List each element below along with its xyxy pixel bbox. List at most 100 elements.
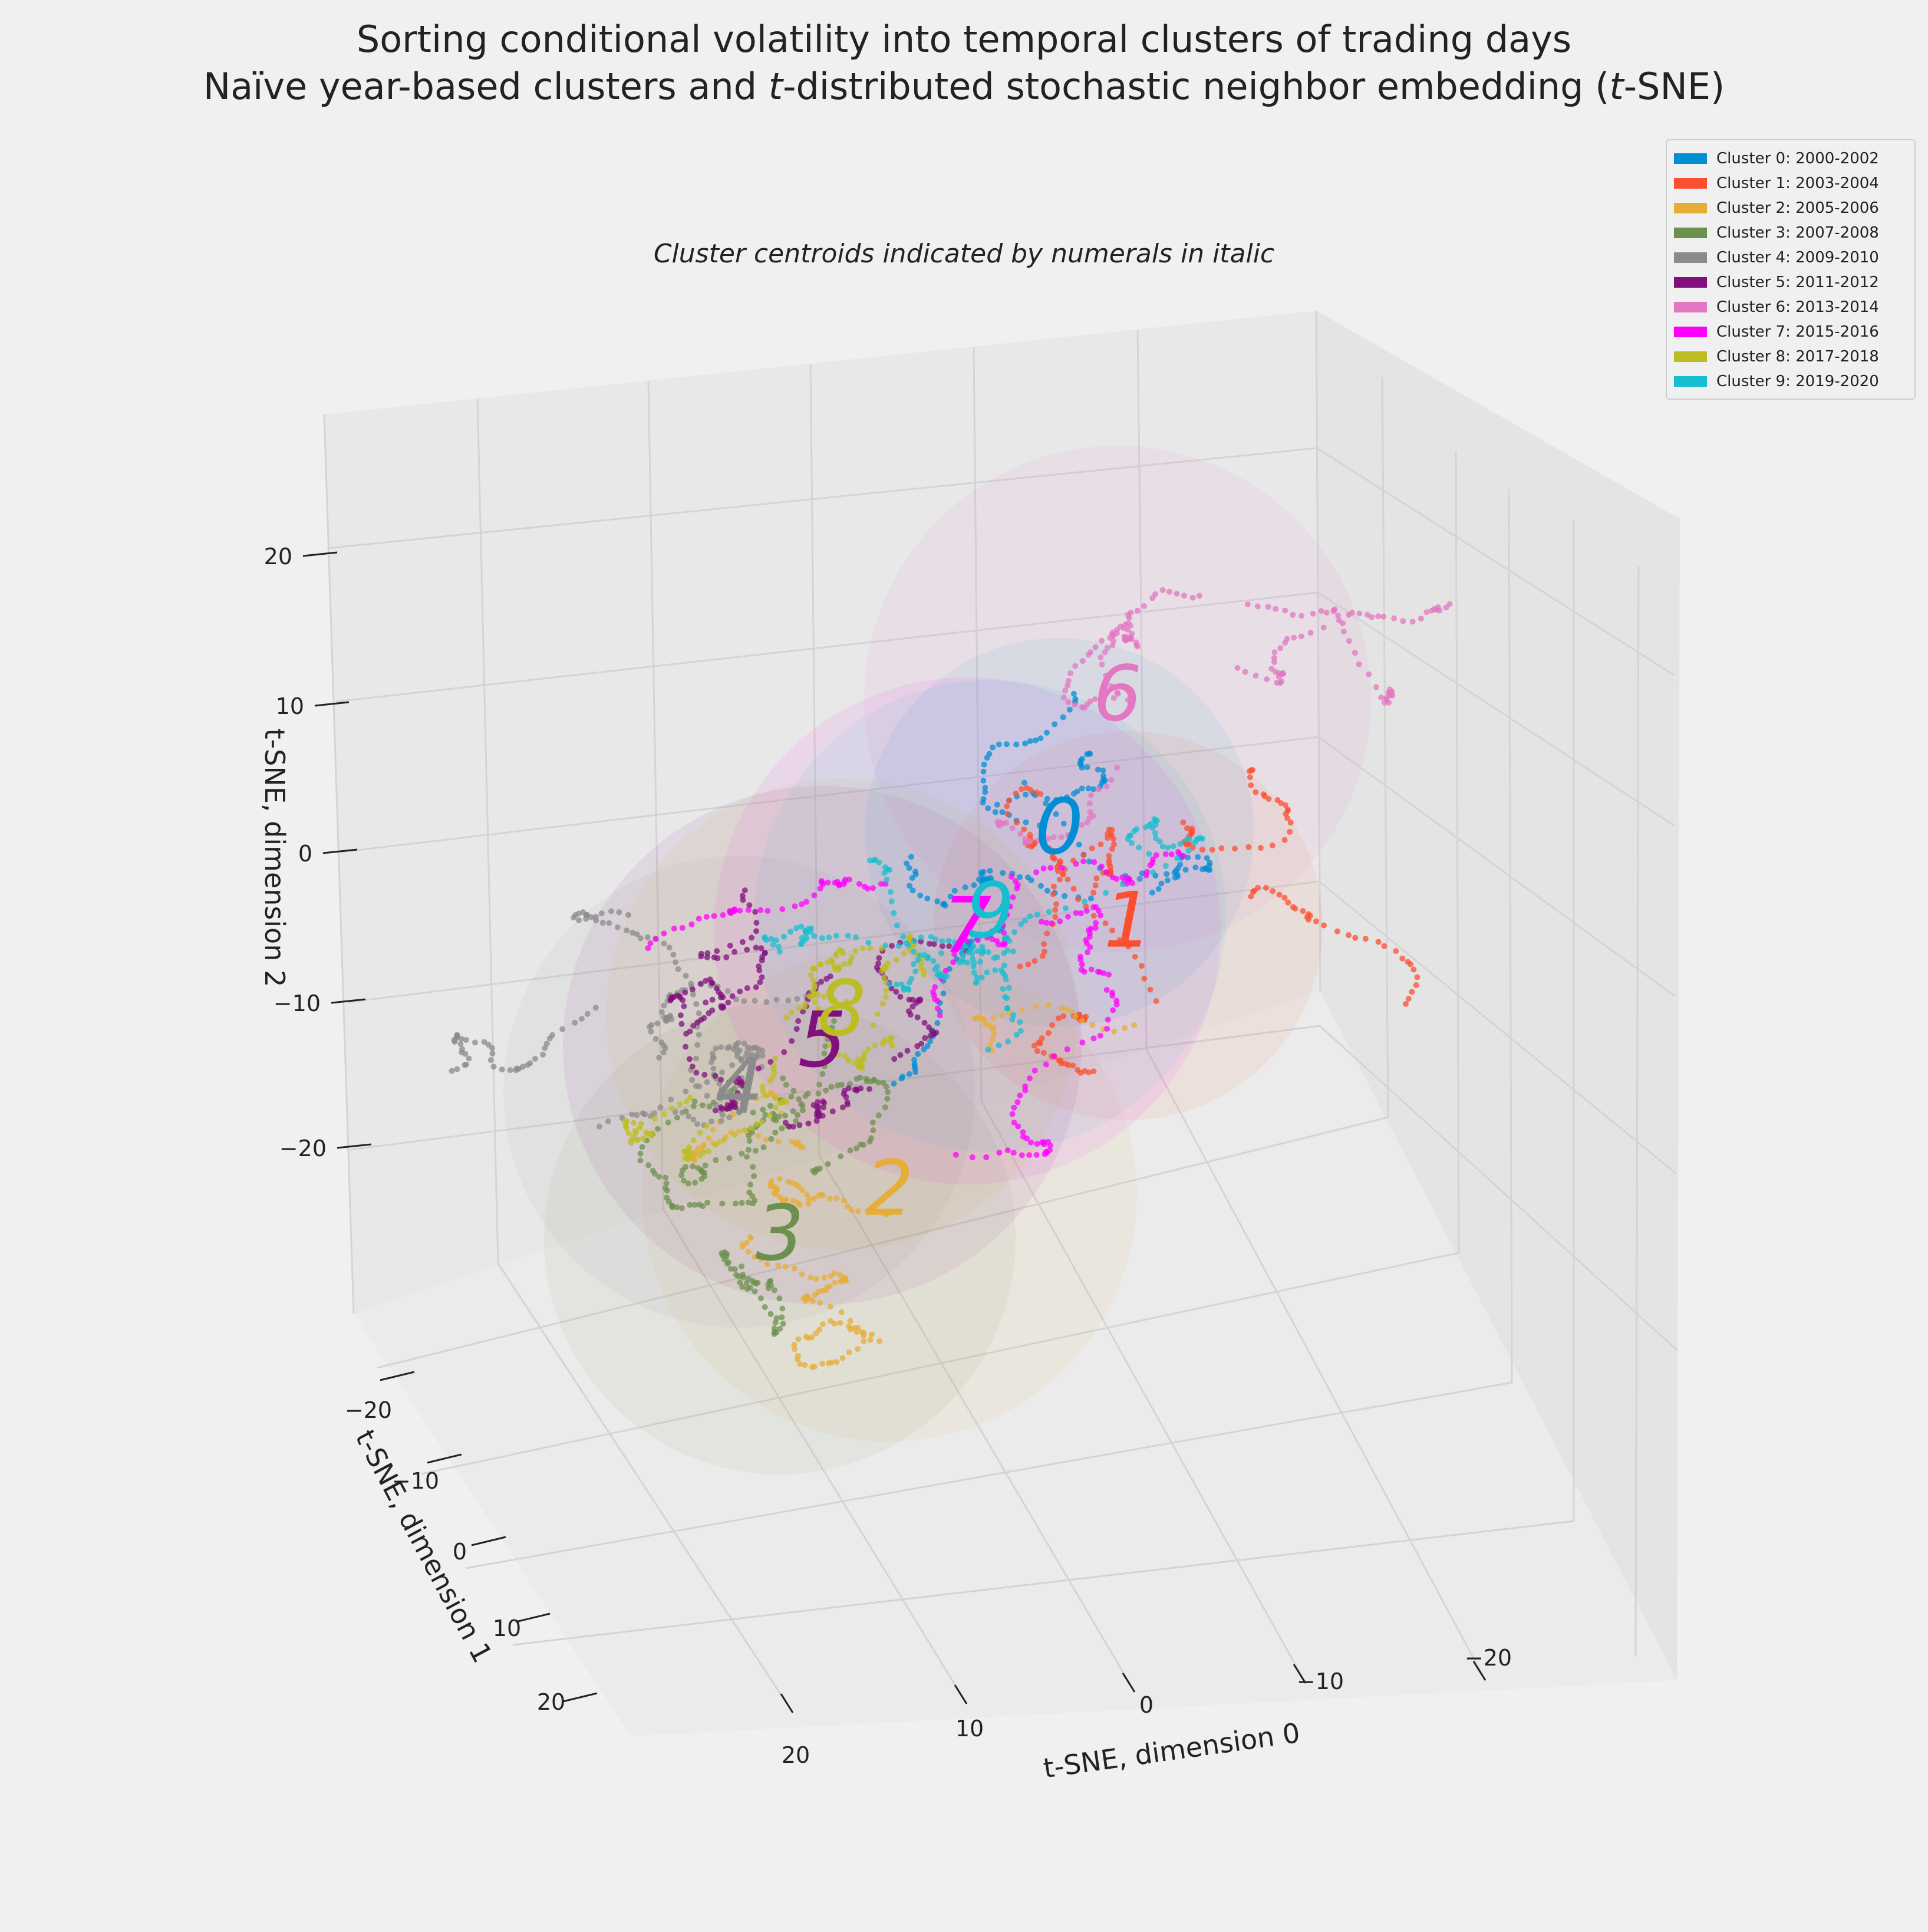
- point-cluster-7: [1047, 1142, 1054, 1148]
- point-cluster-7: [974, 937, 981, 943]
- back-pane: [324, 311, 1320, 1314]
- point-cluster-5: [680, 997, 686, 1003]
- legend-label: Cluster 3: 2007-2008: [1716, 224, 1879, 242]
- point-cluster-2: [819, 1360, 826, 1367]
- point-cluster-5: [690, 1022, 697, 1029]
- point-cluster-3: [691, 1098, 698, 1105]
- point-cluster-8: [842, 960, 848, 967]
- point-cluster-7: [737, 907, 743, 914]
- point-cluster-3: [790, 1088, 797, 1094]
- point-cluster-2: [1079, 1018, 1085, 1024]
- point-cluster-6: [1378, 695, 1385, 700]
- point-cluster-2: [839, 1355, 846, 1361]
- point-cluster-3: [882, 1104, 888, 1111]
- point-cluster-0: [1192, 864, 1199, 871]
- point-cluster-9: [888, 888, 894, 895]
- point-cluster-6: [1079, 704, 1085, 710]
- point-cluster-0: [1023, 819, 1029, 825]
- point-cluster-9: [1001, 962, 1007, 969]
- point-cluster-7: [1033, 869, 1040, 876]
- grid-line-back-v: [1136, 330, 1148, 1050]
- grid-line-side-v: [1381, 377, 1389, 1118]
- point-cluster-8: [827, 1034, 833, 1041]
- point-cluster-6: [1134, 607, 1141, 614]
- legend-label: Cluster 0: 2000-2002: [1716, 150, 1879, 167]
- point-cluster-8: [829, 959, 836, 966]
- point-cluster-6: [1050, 834, 1057, 840]
- point-cluster-6: [1141, 603, 1147, 609]
- point-cluster-6: [1072, 663, 1079, 669]
- point-cluster-4: [739, 1065, 745, 1071]
- point-cluster-4: [685, 1113, 691, 1120]
- point-cluster-2: [763, 1136, 769, 1143]
- point-cluster-4: [670, 952, 677, 958]
- point-cluster-9: [1156, 838, 1163, 845]
- point-cluster-6: [1079, 658, 1086, 664]
- point-cluster-7: [1033, 1151, 1040, 1158]
- point-cluster-4: [644, 934, 651, 940]
- point-cluster-1: [1300, 908, 1306, 914]
- point-cluster-3: [847, 1147, 853, 1154]
- point-cluster-4: [608, 908, 614, 914]
- legend-label: Cluster 1: 2003-2004: [1716, 175, 1879, 192]
- point-cluster-9: [985, 1046, 991, 1053]
- point-cluster-9: [970, 943, 977, 950]
- point-cluster-1: [1098, 841, 1104, 848]
- grid-line-back-h: [341, 736, 1319, 853]
- point-cluster-6: [1092, 644, 1099, 650]
- point-cluster-3: [669, 1203, 675, 1209]
- point-cluster-2: [837, 1319, 843, 1326]
- point-cluster-8: [753, 1121, 760, 1127]
- point-cluster-0: [1062, 893, 1068, 899]
- point-cluster-4: [543, 1041, 550, 1047]
- point-cluster-0: [1044, 795, 1050, 802]
- chart-title-line-2: Naïve year-based clusters and t-distribu…: [0, 65, 1928, 108]
- point-cluster-3: [733, 1272, 740, 1278]
- point-cluster-2: [753, 1095, 760, 1102]
- centroid-label-1: 1: [1104, 876, 1153, 965]
- point-cluster-8: [687, 1094, 693, 1101]
- point-cluster-0: [1149, 890, 1155, 896]
- point-cluster-3: [750, 1278, 756, 1284]
- point-cluster-7: [792, 903, 798, 910]
- point-cluster-6: [1110, 695, 1117, 701]
- point-cluster-1: [1109, 832, 1115, 838]
- x-tick-label: −10: [1297, 1668, 1344, 1694]
- point-cluster-7: [1014, 1099, 1021, 1105]
- point-cluster-2: [989, 1036, 996, 1043]
- y-tick-label: −20: [345, 1397, 392, 1423]
- point-cluster-3: [690, 1103, 697, 1110]
- point-cluster-1: [1209, 847, 1215, 853]
- point-cluster-7: [1162, 851, 1169, 857]
- point-cluster-1: [1060, 870, 1066, 877]
- point-cluster-1: [1270, 888, 1276, 894]
- point-cluster-2: [747, 1234, 753, 1240]
- point-cluster-4: [740, 1100, 746, 1107]
- point-cluster-1: [1313, 918, 1319, 924]
- point-cluster-9: [1137, 876, 1143, 882]
- point-cluster-7: [1008, 874, 1014, 880]
- point-cluster-3: [835, 1082, 841, 1088]
- point-cluster-5: [682, 989, 688, 996]
- point-cluster-4: [559, 1026, 566, 1032]
- legend-label: Cluster 8: 2017-2018: [1716, 348, 1879, 366]
- y-tick-mark: [427, 1453, 462, 1464]
- point-cluster-9: [938, 950, 945, 956]
- point-cluster-7: [1028, 1139, 1034, 1146]
- point-cluster-1: [1257, 845, 1264, 851]
- point-cluster-9: [1131, 828, 1138, 834]
- point-cluster-5: [752, 909, 759, 915]
- point-cluster-1: [1287, 829, 1293, 835]
- point-cluster-3: [772, 1287, 777, 1294]
- point-cluster-1: [1269, 842, 1276, 848]
- point-cluster-9: [770, 942, 776, 948]
- point-cluster-7: [1095, 907, 1102, 914]
- point-cluster-0: [1052, 721, 1058, 728]
- point-cluster-8: [713, 1141, 719, 1148]
- point-cluster-5: [735, 1075, 741, 1082]
- point-cluster-3: [747, 1181, 754, 1188]
- point-cluster-8: [821, 1015, 828, 1021]
- point-cluster-4: [648, 1028, 654, 1035]
